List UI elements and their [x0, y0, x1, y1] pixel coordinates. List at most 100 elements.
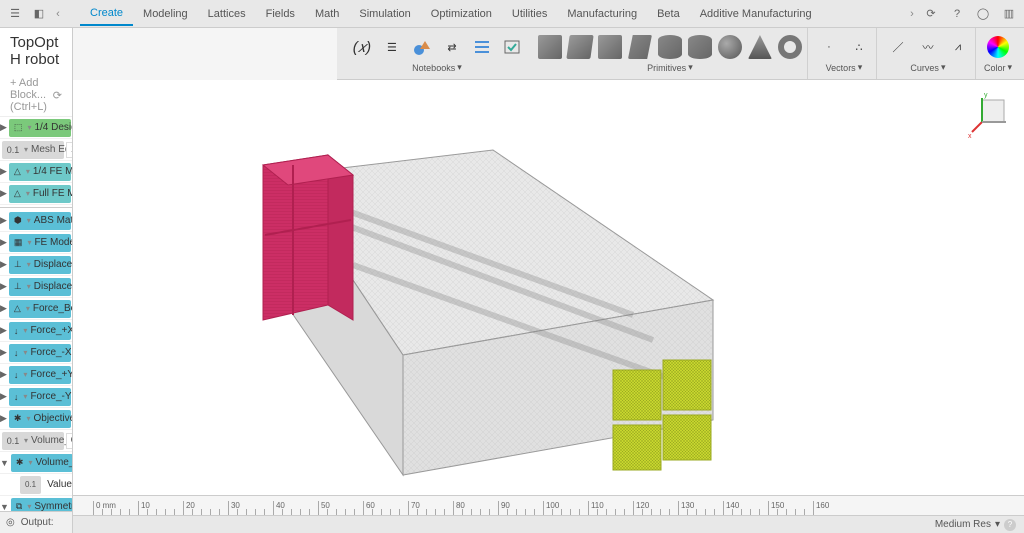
controls-icon[interactable]: ⇄ [439, 34, 465, 60]
menu-simulation[interactable]: Simulation [349, 3, 420, 25]
expand-icon[interactable]: ▶ [0, 215, 7, 226]
tree-row[interactable]: ▶⬢▾ABS MaterialIsotropic Linear Elastic … [0, 210, 72, 232]
add-block-row[interactable]: + Add Block... (Ctrl+L) ⟳ [0, 74, 72, 117]
expand-icon[interactable]: ▼ [0, 502, 9, 512]
tree-row[interactable]: ▼⧉▾Symmetry_ConstraintPlanar Symmetry C.… [0, 496, 72, 511]
expand-icon[interactable]: ▶ [0, 391, 7, 402]
primitive-cylinder2[interactable] [687, 34, 713, 60]
value-input[interactable] [66, 433, 72, 449]
menu-manufacturing[interactable]: Manufacturing [557, 3, 647, 25]
tree-row[interactable]: ▶△▾1/4 FE MeshFE Volume Mesh? [0, 161, 72, 183]
expand-icon[interactable]: ▶ [0, 369, 7, 380]
user-icon[interactable]: ◯ [974, 5, 992, 23]
hamburger-icon[interactable]: ☰ [6, 5, 24, 23]
menu-fields[interactable]: Fields [256, 3, 305, 25]
block-name[interactable]: △▾Force_Boundary [9, 300, 71, 318]
tree-row[interactable]: 0.1▾Volume_Value? [0, 430, 72, 452]
primitive-box2[interactable] [567, 34, 593, 60]
primitive-cone[interactable] [747, 34, 773, 60]
shapes-icon[interactable] [409, 34, 435, 60]
primitive-torus[interactable] [777, 34, 803, 60]
expand-icon[interactable]: ▶ [0, 303, 7, 314]
variable-icon[interactable]: (𝑥) [349, 34, 375, 60]
tree-row[interactable]: ▶⊥▾Displacement_2Displacement Restraint▾… [0, 276, 72, 298]
vector-scatter[interactable]: ∴ [846, 34, 872, 60]
expand-icon[interactable]: ▶ [0, 281, 7, 292]
block-name[interactable]: △▾1/4 FE Mesh [9, 163, 71, 181]
block-name[interactable]: 0.1▾Volume_Value [2, 432, 64, 450]
tree-row[interactable]: ▶↓▾Force_+YForce▾? [0, 364, 72, 386]
block-name[interactable]: ⧉▾Symmetry_Constraint [11, 498, 72, 512]
resolution-dropdown[interactable]: Medium Res [935, 519, 991, 530]
help-icon[interactable]: ? [948, 5, 966, 23]
block-name[interactable]: ▦▾FE Model [9, 234, 71, 252]
expand-icon[interactable]: ▶ [0, 188, 7, 199]
tree-row[interactable]: ▶△▾Force_BoundaryFE Face Boundary? [0, 298, 72, 320]
tree-row[interactable]: 0.1▾Mesh Edge Lengthmm? [0, 139, 72, 161]
notebooks-label[interactable]: Notebooks ▾ [412, 62, 462, 73]
color-wheel[interactable] [985, 34, 1011, 60]
curve-polyline[interactable]: ⩘ [945, 34, 971, 60]
tree-row[interactable]: ▶△▾Full FE MeshMirror FE Mesh? [0, 183, 72, 205]
block-name[interactable]: ↓▾Force_-Y [9, 388, 71, 406]
value-input[interactable] [66, 142, 72, 158]
primitives-label[interactable]: Primitives ▾ [647, 62, 693, 73]
check-icon[interactable] [499, 34, 525, 60]
primitive-box[interactable] [537, 34, 563, 60]
tree-row[interactable]: 0.1Value:Volume_Value ×? [0, 474, 72, 496]
layout-icon[interactable]: ▥ [1000, 5, 1018, 23]
menu-additive-manufacturing[interactable]: Additive Manufacturing [690, 3, 822, 25]
primitive-prism[interactable] [627, 34, 653, 60]
sync-icon[interactable]: ⟳ [922, 5, 940, 23]
tree-row[interactable]: ▶↓▾Force_-XForce▾? [0, 342, 72, 364]
block-name[interactable]: ↓▾Force_-X [9, 344, 71, 362]
menu-utilities[interactable]: Utilities [502, 3, 557, 25]
panel-toggle-icon[interactable]: ◧ [30, 5, 48, 23]
tree-row[interactable]: ▶✱▾ObjectiveOptimization Objective? [0, 408, 72, 430]
primitive-sphere[interactable] [717, 34, 743, 60]
block-name[interactable]: △▾Full FE Mesh [9, 185, 71, 203]
primitive-cube[interactable] [597, 34, 623, 60]
menu-modeling[interactable]: Modeling [133, 3, 198, 25]
list-icon[interactable]: ☰ [379, 34, 405, 60]
menu-scroll-left[interactable]: ‹ [50, 6, 66, 22]
primitive-cylinder[interactable] [657, 34, 683, 60]
tree-row[interactable]: ▼✱▾Volume_ConstraintVolume Fraction Cons… [0, 452, 72, 474]
tree-row[interactable]: ▶↓▾Force_-YForce▾? [0, 386, 72, 408]
block-name[interactable]: ↓▾Force_+X [9, 322, 71, 340]
curve-spline[interactable]: 〰 [915, 34, 941, 60]
dropdown-chevron-icon[interactable]: ▾ [995, 519, 1000, 530]
expand-icon[interactable]: ▶ [0, 237, 7, 248]
expand-icon[interactable]: ▶ [0, 413, 7, 424]
expand-icon[interactable]: ▼ [0, 458, 9, 468]
block-name[interactable]: ⊥▾Displacement_2 [9, 278, 71, 296]
block-name[interactable]: ⬚▾1/4 Design_Bolt [9, 119, 71, 137]
block-name[interactable]: 0.1▾Mesh Edge Length [2, 141, 64, 159]
menu-beta[interactable]: Beta [647, 3, 690, 25]
curve-line[interactable]: ／ [885, 34, 911, 60]
tree-row[interactable]: ▶⬚▾1/4 Design_BoltBoolean Subtract? [0, 117, 72, 139]
output-target-icon[interactable]: ◎ [6, 517, 15, 528]
menu-optimization[interactable]: Optimization [421, 3, 502, 25]
menu-math[interactable]: Math [305, 3, 349, 25]
block-name[interactable]: ⊥▾Displacement_1 [9, 256, 71, 274]
menu-create[interactable]: Create [80, 2, 133, 26]
curves-label[interactable]: Curves ▾ [910, 62, 945, 73]
block-name[interactable]: ⬢▾ABS Material [9, 212, 71, 230]
tree-row[interactable]: ▶↓▾Force_+XForce▾? [0, 320, 72, 342]
tree-row[interactable]: ▶⊥▾Displacement_1Displacement Restraint▾… [0, 254, 72, 276]
info-icon[interactable]: ? [1004, 519, 1016, 531]
expand-icon[interactable]: ▶ [0, 325, 7, 336]
tree-row[interactable]: ▶▦▾FE ModelFE Model? [0, 232, 72, 254]
3d-viewport[interactable]: x y [73, 80, 1024, 495]
menu-lattices[interactable]: Lattices [198, 3, 256, 25]
vector-origin[interactable]: · [816, 34, 842, 60]
expand-icon[interactable]: ▶ [0, 166, 7, 177]
block-name[interactable]: ✱▾Volume_Constraint [11, 454, 72, 472]
color-label[interactable]: Color ▾ [984, 62, 1012, 73]
vectors-label[interactable]: Vectors ▾ [826, 62, 863, 73]
refresh-icon[interactable]: ⟳ [53, 89, 62, 102]
block-name[interactable]: ✱▾Objective [9, 410, 71, 428]
expand-icon[interactable]: ▶ [0, 347, 7, 358]
view-triad[interactable]: x y [964, 90, 1014, 140]
